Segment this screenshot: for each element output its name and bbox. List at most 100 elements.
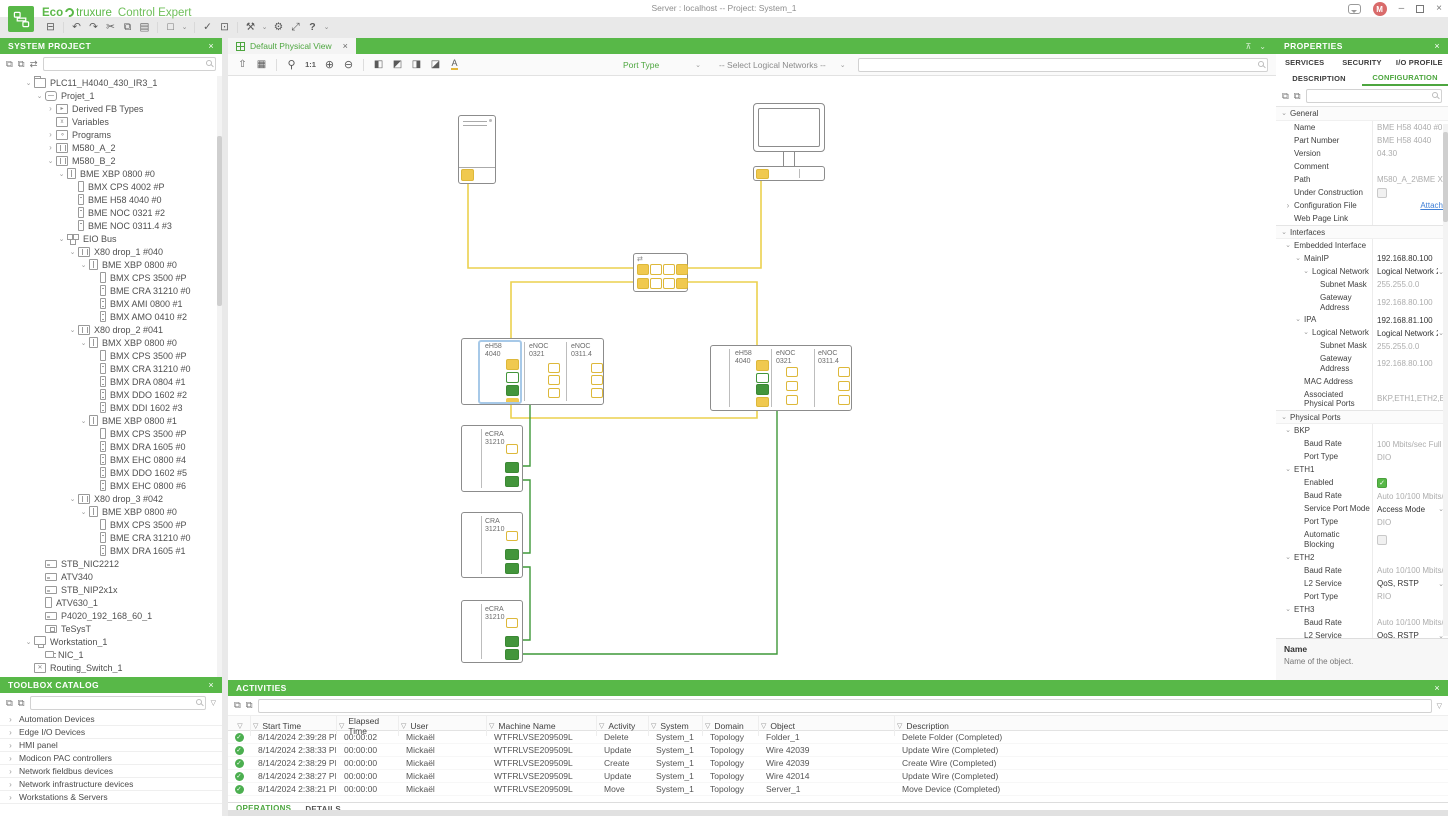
toolbox-category[interactable]: HMI panel — [0, 739, 222, 752]
toolbar-icon[interactable] — [218, 20, 231, 34]
property-row[interactable]: Port Type DIO⌄ — [1276, 515, 1448, 529]
tree-item[interactable]: BME XBP 0800 #0 — [0, 505, 222, 518]
column-header[interactable]: ▽ Activity — [596, 716, 648, 736]
view-toolbar-icon[interactable] — [448, 58, 461, 72]
column-header[interactable]: ▽ Start Time — [250, 716, 336, 736]
expand-chevron[interactable] — [1310, 341, 1318, 351]
property-value[interactable]: 192.168.81.100⌄ — [1372, 313, 1448, 327]
expand-chevron[interactable] — [79, 417, 88, 425]
tree-item[interactable]: BMX DRA 1605 #1 — [0, 544, 222, 557]
tree-item[interactable]: BMX CPS 4002 #P — [0, 180, 222, 193]
module-port[interactable] — [505, 636, 519, 647]
toolbox-category[interactable]: Edge I/O Devices — [0, 726, 222, 739]
expand-chevron[interactable] — [46, 157, 55, 165]
property-value[interactable]: Access Mode ⌄ — [1372, 502, 1448, 516]
expand-chevron[interactable] — [68, 495, 77, 503]
sync-icon[interactable]: ⇄ — [29, 58, 38, 70]
expand-chevron[interactable] — [24, 638, 33, 646]
expand-chevron[interactable] — [1294, 377, 1302, 387]
property-row[interactable]: Gateway Address 192.168.80.100⌄ — [1276, 352, 1448, 375]
expand-chevron[interactable] — [6, 793, 15, 802]
expand-chevron[interactable] — [1284, 175, 1292, 185]
module-port[interactable] — [786, 395, 798, 405]
module-port[interactable] — [506, 618, 518, 628]
tree-item[interactable]: M580_A_2 — [0, 141, 222, 154]
module-port[interactable] — [506, 531, 518, 541]
property-value[interactable]: ⌄ — [1372, 239, 1448, 253]
property-row[interactable]: Configuration File Attach⌄ — [1276, 198, 1448, 212]
filter-icon[interactable]: ▽ — [489, 723, 495, 730]
dropdown-chevron-icon[interactable]: ⌄ — [1438, 632, 1444, 638]
property-value[interactable]: M580_A_2\BME XBP 0800⌄ — [1372, 172, 1448, 186]
property-row[interactable]: Physical Ports ⌄ — [1276, 409, 1448, 425]
property-row[interactable]: Comment ⌄ — [1276, 159, 1448, 173]
column-header[interactable]: ▽ Domain — [702, 716, 758, 736]
expand-chevron[interactable] — [1284, 201, 1292, 211]
module-port[interactable] — [838, 367, 850, 377]
expand-chevron[interactable] — [1294, 491, 1302, 501]
module-port[interactable] — [505, 649, 519, 660]
property-value[interactable]: BME H58 4040 #0⌄ — [1372, 120, 1448, 134]
property-value[interactable]: ⌄ — [1372, 463, 1448, 477]
tree-item[interactable]: BMX DRA 0804 #1 — [0, 375, 222, 388]
expand-chevron[interactable] — [1284, 214, 1292, 224]
module-port[interactable] — [506, 372, 519, 383]
expand-chevron[interactable] — [6, 715, 15, 724]
toolbar-icon[interactable] — [289, 20, 302, 34]
column-header[interactable]: ▽ User — [398, 716, 486, 736]
chevron-down-icon[interactable]: ⌄ — [1259, 41, 1266, 51]
collapse-all-icon[interactable]: ⧉ — [6, 58, 13, 70]
column-header[interactable]: ▽ Elapsed Time — [336, 716, 398, 736]
expand-chevron[interactable] — [1310, 354, 1318, 373]
property-value[interactable]: ⌄ — [1372, 476, 1448, 490]
property-row[interactable]: IPA 192.168.81.100⌄ — [1276, 313, 1448, 327]
tree-item[interactable]: BMX DDO 1602 #2 — [0, 388, 222, 401]
expand-chevron[interactable] — [1280, 413, 1288, 423]
close-tab-icon[interactable]: × — [342, 41, 348, 51]
activity-row[interactable]: 8/14/2024 2:39:28 PM 00:00:02 Mickaël WT… — [228, 731, 1448, 744]
expand-chevron[interactable] — [1284, 553, 1292, 563]
property-value[interactable]: ⌄ — [1372, 602, 1448, 616]
expand-chevron[interactable] — [1302, 267, 1310, 277]
expand-chevron[interactable] — [1294, 530, 1302, 549]
property-value[interactable]: RIO⌄ — [1372, 589, 1448, 603]
tab-default-physical-view[interactable]: Default Physical View × — [228, 38, 356, 54]
tree-item[interactable]: BMX EHC 0800 #4 — [0, 453, 222, 466]
property-value[interactable]: BKP,ETH1,ETH2,ETH3⌄ — [1372, 387, 1448, 410]
port-type-dropdown[interactable]: Port Type ⌄ — [617, 57, 707, 72]
property-row[interactable]: Associated Physical Ports BKP,ETH1,ETH2,… — [1276, 387, 1448, 410]
expand-chevron[interactable] — [1284, 241, 1292, 251]
canvas-search-input[interactable] — [857, 57, 1268, 72]
checkbox[interactable] — [1377, 534, 1387, 545]
tree-item[interactable]: BMX DDI 1602 #3 — [0, 401, 222, 414]
view-toolbar-icon[interactable] — [276, 58, 277, 71]
filter-icon[interactable]: ▽ — [401, 723, 407, 730]
module-port[interactable] — [505, 462, 519, 473]
module-port[interactable] — [756, 360, 769, 371]
property-row[interactable]: Automatic Blocking ⌄ — [1276, 528, 1448, 551]
view-toolbar-icon[interactable] — [323, 58, 336, 72]
module-port[interactable] — [838, 395, 850, 405]
workstation-device[interactable] — [753, 103, 825, 181]
tree-item[interactable]: BMX DDO 1602 #5 — [0, 466, 222, 479]
toolbox-search-input[interactable] — [29, 696, 206, 710]
pin-icon[interactable]: ⊼ — [1245, 41, 1252, 51]
activity-row[interactable]: 8/14/2024 2:38:27 PM 00:00:00 Mickaël WT… — [228, 770, 1448, 783]
tab-services[interactable]: SERVICES — [1284, 57, 1325, 67]
property-row[interactable]: L2 Service QoS, RSTP ⌄ — [1276, 576, 1448, 590]
close-icon[interactable]: × — [1434, 683, 1440, 693]
collapse-all-icon[interactable]: ⧉ — [1282, 90, 1289, 102]
view-toolbar-icon[interactable] — [236, 58, 249, 72]
property-row[interactable]: Web Page Link ⌄ — [1276, 211, 1448, 225]
property-value[interactable]: BME H58 4040⌄ — [1372, 133, 1448, 147]
tab-io-profile[interactable]: I/O PROFILE — [1395, 57, 1443, 67]
activity-row[interactable]: 8/14/2024 2:38:29 PM 00:00:00 Mickaël WT… — [228, 757, 1448, 770]
module-port[interactable] — [591, 388, 603, 398]
expand-chevron[interactable] — [1294, 452, 1302, 462]
drop-cra-2[interactable]: CRA 31210 — [461, 512, 523, 578]
property-row[interactable]: Interfaces ⌄ — [1276, 224, 1448, 240]
property-value[interactable]: ⌄ — [1372, 159, 1448, 173]
expand-chevron[interactable] — [68, 248, 77, 256]
view-toolbar-icon[interactable] — [363, 58, 364, 71]
column-header[interactable]: ▽ Object — [758, 716, 894, 736]
